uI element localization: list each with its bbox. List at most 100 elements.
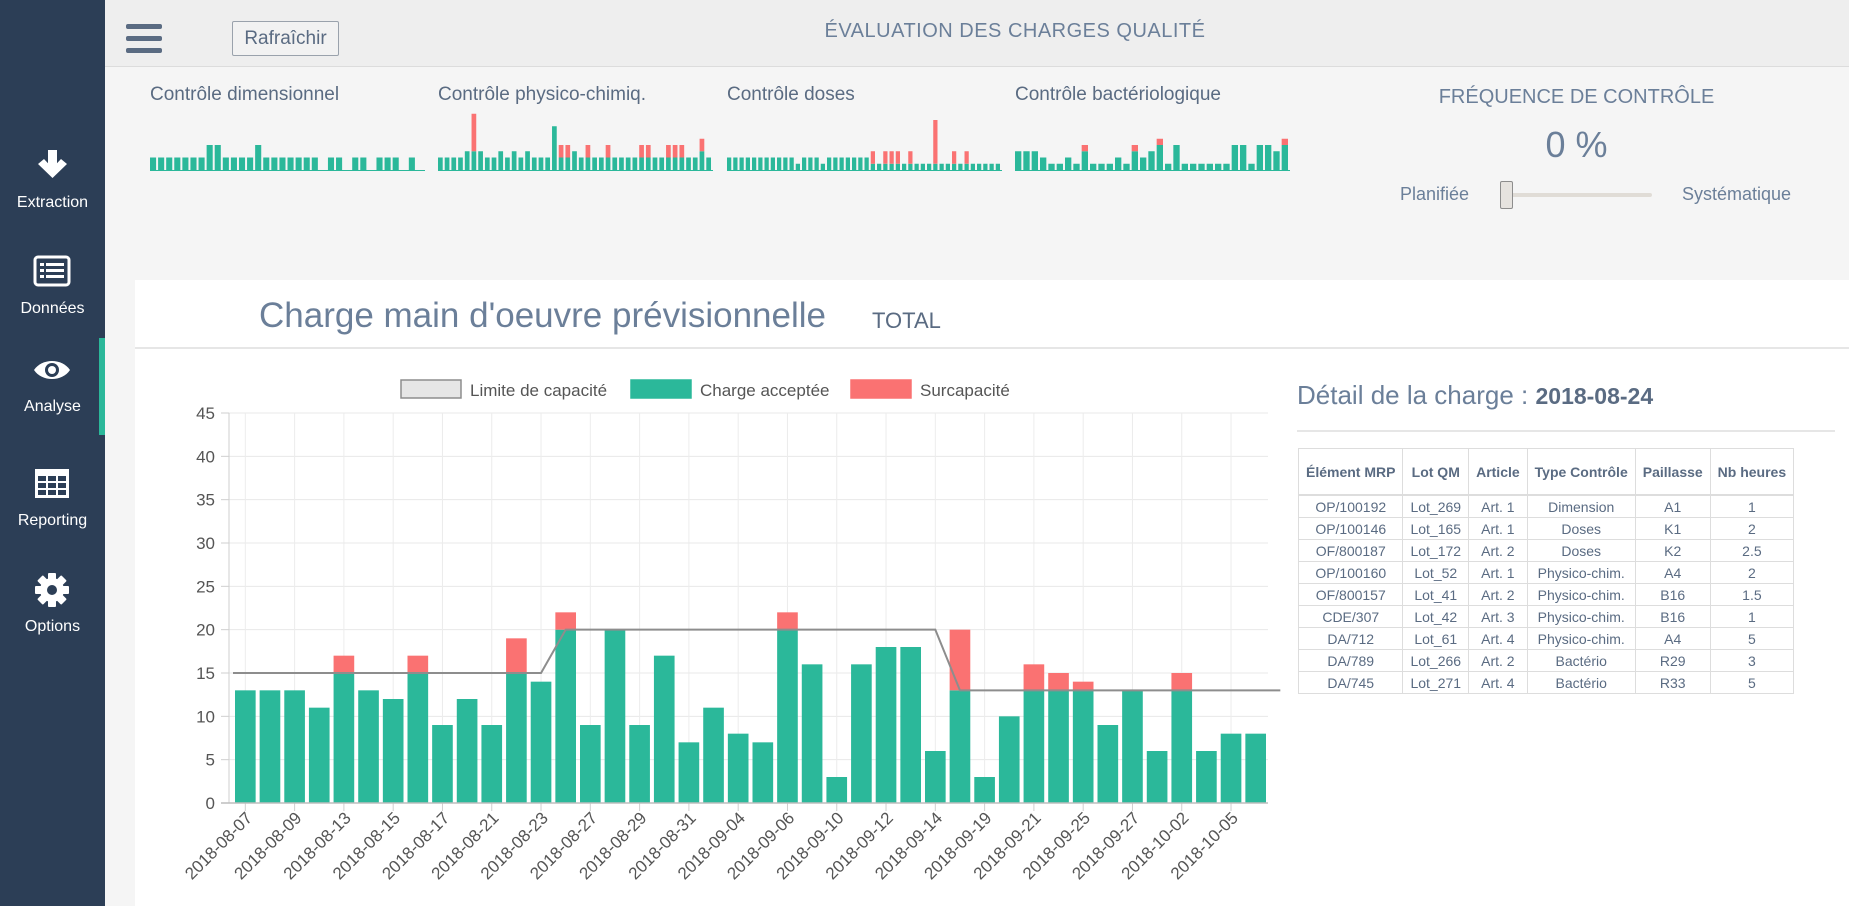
sparkline-bar: [336, 157, 343, 170]
sparkline-bar: [230, 157, 237, 170]
chart-capacity-line: [233, 628, 1281, 692]
sparkline-doses[interactable]: Contrôle doses: [727, 82, 1002, 172]
column-header[interactable]: Article: [1468, 448, 1528, 496]
sparkline-bacteriologique[interactable]: Contrôle bactériologique: [1015, 82, 1290, 172]
refresh-button[interactable]: Rafraîchir: [232, 21, 339, 56]
table-cell: Art. 2: [1468, 583, 1528, 606]
column-header[interactable]: Type Contrôle: [1526, 448, 1636, 496]
table-row[interactable]: OP/100146 Lot_165 Art. 1 Doses K1 2: [1297, 517, 1795, 540]
bar-overflow: [1171, 673, 1193, 691]
y-tick-label: 15: [196, 664, 215, 683]
bar-overflow: [1072, 681, 1094, 691]
bar-accepted: [1023, 690, 1045, 803]
detail-title-label: Détail de la charge :: [1297, 380, 1529, 410]
sparkline-bar: [983, 163, 988, 170]
bar-accepted: [1146, 751, 1168, 803]
column-header[interactable]: Élément MRP: [1297, 448, 1404, 496]
sparkline-bar: [174, 157, 181, 170]
sparkline-bar: [303, 157, 310, 170]
table-row[interactable]: OF/800157 Lot_41 Art. 2 Physico-chim. B16 1.5: [1297, 583, 1795, 606]
sparkline-bar: [271, 157, 278, 170]
sparkline-bar: [764, 157, 769, 170]
table-cell: 2: [1709, 517, 1795, 540]
sparkline-bar: [408, 157, 415, 170]
frequency-max-label: Systématique: [1682, 184, 1792, 204]
nav-donnees[interactable]: Données: [0, 240, 105, 332]
bar-accepted: [333, 673, 355, 803]
sparkline-overflow-bar: [1156, 138, 1163, 145]
sparkline-bar: [625, 157, 631, 170]
bar-accepted: [407, 673, 429, 803]
sparkline-bar: [889, 163, 894, 170]
sparkline-bar: [672, 157, 678, 170]
sparkline-bar: [478, 151, 483, 170]
bar-accepted: [1072, 690, 1094, 803]
bar-accepted: [308, 707, 330, 803]
nav-options[interactable]: Options: [0, 558, 105, 650]
list-icon: [33, 255, 71, 287]
nav-reporting[interactable]: Reporting: [0, 452, 105, 544]
table-row[interactable]: OP/100192 Lot_269 Art. 1 Dimension A1 1: [1297, 494, 1795, 518]
bar-accepted: [604, 629, 626, 803]
table-cell: Art. 4: [1468, 671, 1528, 694]
bar-accepted: [1122, 690, 1143, 803]
sparkline-bar: [531, 157, 537, 170]
table-row[interactable]: OP/100160 Lot_52 Art. 1 Physico-chim. A4 2: [1297, 561, 1795, 584]
bar-accepted: [875, 647, 897, 803]
table-cell: Art. 2: [1468, 649, 1528, 672]
sparkline-dimensionnel[interactable]: Contrôle dimensionnel: [150, 82, 425, 172]
sparkline-bar: [1065, 157, 1072, 170]
sparkline-bar: [352, 157, 359, 170]
sparkline-chart: [438, 113, 713, 171]
sparkline-physico-chimique[interactable]: Contrôle physico-chimiq.: [438, 82, 713, 172]
column-header[interactable]: Lot QM: [1402, 448, 1470, 496]
sparkline-bar: [927, 163, 932, 170]
bar-accepted: [851, 664, 872, 803]
legend-label: Limite de capacité: [470, 381, 607, 400]
sparkline-bar: [392, 157, 399, 170]
sparkline-bar: [908, 163, 913, 170]
table-row[interactable]: CDE/307 Lot_42 Art. 3 Physico-chim. B16 1: [1297, 605, 1795, 628]
sparkline-bar: [914, 163, 919, 170]
table-cell: Physico-chim.: [1526, 605, 1636, 628]
workload-bar-chart[interactable]: 0510152025303540452018-08-072018-08-0920…: [135, 280, 1285, 906]
bar-accepted: [703, 707, 724, 803]
sparkline-bar: [150, 157, 157, 170]
bar-accepted: [580, 725, 601, 803]
column-header[interactable]: Nb heures: [1709, 448, 1795, 496]
table-cell: Physico-chim.: [1526, 627, 1636, 650]
sparkline-bar: [1040, 157, 1047, 170]
sparkline-bar: [692, 157, 698, 170]
table-row[interactable]: DA/745 Lot_271 Art. 4 Bactério R33 5: [1297, 671, 1795, 694]
sparkline-bar: [845, 157, 850, 170]
frequency-value: 0 %: [1545, 124, 1608, 165]
sparkline-bar: [789, 157, 794, 170]
frequency-slider-handle[interactable]: [1500, 181, 1513, 209]
sparkline-bar: [612, 157, 618, 170]
nav-analyse[interactable]: Analyse: [0, 338, 105, 435]
sparkline-bar: [1023, 151, 1030, 170]
table-body: OP/100192 Lot_269 Art. 1 Dimension A1 1 OP/100…: [1297, 494, 1795, 694]
sparkline-bar: [376, 157, 383, 170]
table-cell: Lot_172: [1402, 539, 1470, 562]
sparkline-bar: [255, 145, 262, 170]
table-cell: A1: [1634, 494, 1711, 518]
hamburger-menu-icon[interactable]: [126, 24, 162, 54]
bar-accepted: [801, 664, 823, 803]
table-cell: Art. 4: [1468, 627, 1528, 650]
table-row[interactable]: DA/712 Lot_61 Art. 4 Physico-chim. A4 5: [1297, 627, 1795, 650]
sparkline-bar: [933, 163, 938, 170]
column-header[interactable]: Paillasse: [1634, 448, 1711, 496]
sparkline-bar: [852, 157, 857, 170]
bar-accepted: [456, 699, 478, 803]
sparkline-bar: [827, 157, 832, 170]
table-row[interactable]: OF/800187 Lot_172 Art. 2 Doses K2 2.5: [1297, 539, 1795, 562]
table-cell: Doses: [1526, 517, 1636, 540]
table-cell: Lot_42: [1402, 605, 1470, 628]
table-cell: Bactério: [1526, 649, 1636, 672]
sparkline-bar: [585, 157, 591, 170]
table-row[interactable]: DA/789 Lot_266 Art. 2 Bactério R29 3: [1297, 649, 1795, 672]
nav-extraction[interactable]: Extraction: [0, 134, 105, 226]
sparkline-overflow-bar: [639, 145, 644, 158]
frequency-slider-track[interactable]: [1502, 193, 1652, 197]
